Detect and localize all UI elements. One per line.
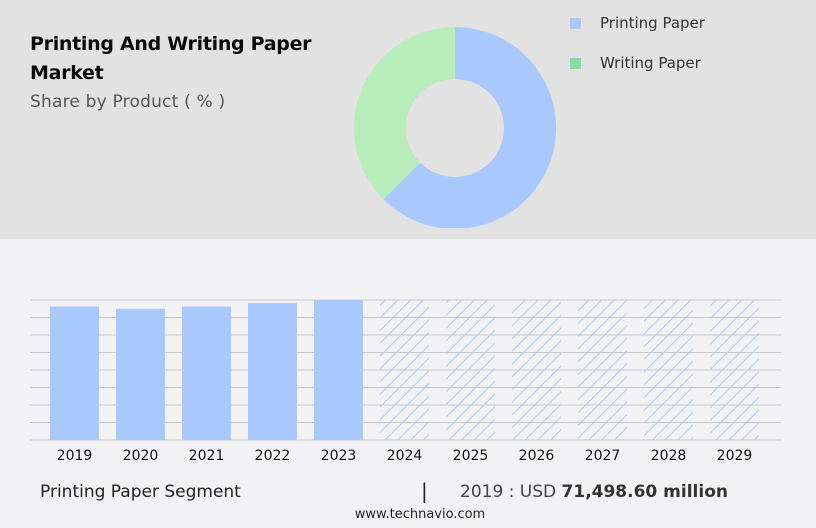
bar-2027 [578,300,627,440]
legend-swatch-icon [570,57,581,69]
legend-item-writing-paper: Writing Paper [570,53,705,73]
donut-chart [340,27,580,239]
footer-separator: | [421,479,428,503]
chart-title: Printing And Writing Paper Market [30,33,312,84]
legend-label: Writing Paper [600,54,701,72]
donut-slice-printing-paper [383,27,556,229]
bar-2019 [50,306,99,440]
chart-subtitle: Share by Product ( % ) [30,92,226,112]
bar-2025 [446,300,495,440]
x-axis-label: 2021 [189,448,225,464]
segment-value: 2019 : USD 71,498.60 million [460,482,728,502]
x-axis-label: 2023 [321,448,357,464]
source-url: www.technavio.com [354,507,486,522]
bar-2020 [116,308,165,440]
x-axis-label: 2024 [387,448,423,464]
x-axis-label: 2019 [57,448,93,464]
value-amount: 71,498.60 million [561,482,728,502]
bar-chart: 2019 2020 2021 2022 2023 2024 2025 2026 2027 2028… [30,299,781,464]
legend-swatch-icon [570,17,581,29]
bar-2022 [248,303,297,440]
legend-item-printing-paper: Printing Paper [570,13,705,33]
bar-2024 [380,300,429,440]
segment-label: Printing Paper Segment [40,482,241,502]
x-axis-label: 2022 [255,448,291,464]
x-axis-label: 2028 [651,448,687,464]
x-axis-label: 2029 [717,448,753,464]
x-axis-label: 2025 [453,448,489,464]
bar-2023 [314,300,363,440]
x-axis-label: 2020 [123,448,159,464]
bar-2026 [512,300,561,440]
bar-2028 [644,300,693,440]
legend-label: Printing Paper [600,14,705,32]
donut-slice-writing-paper [354,27,455,200]
bar-2029 [710,300,759,440]
x-axis-label: 2027 [585,448,621,464]
x-axis-label: 2026 [519,448,555,464]
bar-2021 [182,306,231,440]
value-prefix: 2019 : USD [460,482,557,502]
legend: Printing Paper Writing Paper [570,13,705,93]
